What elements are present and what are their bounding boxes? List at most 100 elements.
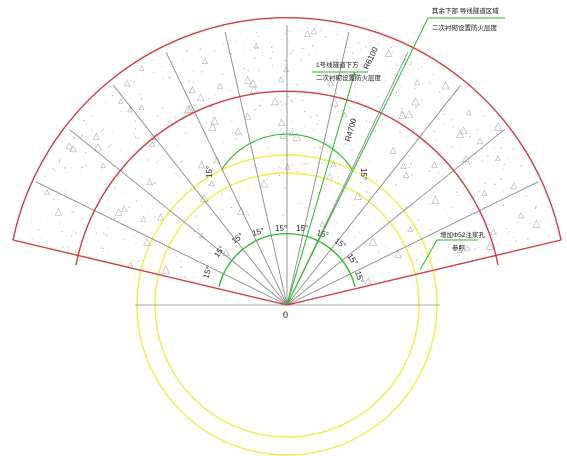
hatch-dot [173, 246, 175, 248]
hatch-dot [98, 197, 100, 198]
hatch-dot [461, 235, 463, 237]
hatch-dot [161, 66, 163, 68]
hatch-dot [414, 87, 416, 89]
hatch-dot [485, 252, 487, 254]
hatch-dot [316, 123, 318, 126]
hatch-dot [222, 142, 224, 144]
hatch-dot [452, 146, 454, 148]
hatch-dot [436, 140, 437, 142]
hatch-dot [249, 50, 251, 52]
hatch-dot [417, 67, 419, 69]
hatch-dot [416, 191, 418, 193]
hatch-dot [95, 232, 98, 234]
hatch-dot [101, 254, 103, 256]
hatch-dot [432, 74, 434, 75]
angle-label: 15° [230, 231, 245, 245]
hatch-dot [270, 29, 272, 30]
hatch-dot [256, 167, 258, 169]
hatch-triangle [481, 189, 488, 196]
hatch-dot [219, 118, 221, 120]
hatch-dot [536, 189, 538, 191]
hatch-dot [278, 166, 280, 168]
hatch-dot [249, 135, 251, 137]
hatch-dot [244, 178, 246, 180]
hatch-dot [284, 33, 287, 35]
hatch-dot [256, 46, 258, 48]
radial-lines [35, 25, 539, 306]
hatch-dot [65, 248, 67, 250]
hatch-dot [135, 136, 137, 137]
hatch-triangle [54, 208, 63, 216]
hatch-dot [357, 42, 360, 44]
hatch-triangle [253, 43, 259, 49]
hatch-dot [168, 121, 170, 123]
hatch-dot [292, 127, 294, 130]
hatch-triangle [431, 161, 438, 168]
radial-line [286, 128, 506, 306]
hatch-dot [437, 259, 439, 261]
hatch-dot [180, 160, 182, 163]
hatch-dot [112, 129, 113, 131]
hatch-dot [30, 234, 32, 235]
hatch-dot [146, 134, 148, 136]
hatch-dot [447, 148, 449, 150]
hatch-dot [133, 80, 135, 83]
hatch-dot [520, 165, 523, 167]
hatch-dot [338, 164, 340, 166]
hatch-dot [342, 138, 344, 140]
hatch-dot [196, 174, 197, 176]
radial-line [113, 85, 288, 306]
hatch-dot [215, 94, 217, 96]
hatch-dot [299, 225, 301, 227]
hatch-triangle [385, 49, 393, 57]
hatch-dot [261, 99, 263, 101]
annotation-right-line1: 增加Φ52注浆孔 [440, 230, 485, 239]
hatch-dot [460, 149, 462, 151]
hatch-dot [349, 35, 351, 38]
hatch-dot [85, 122, 87, 124]
hatch-dot [229, 89, 231, 91]
hatch-dot [283, 76, 285, 78]
hatch-dot [67, 247, 70, 249]
hatch-dot [464, 178, 466, 180]
hatch-triangle [127, 261, 134, 268]
hatch-dot [30, 221, 32, 223]
hatch-dot [93, 195, 95, 197]
hatch-dot [133, 235, 135, 237]
angle-label: 15° [201, 265, 213, 279]
hatch-dot [266, 178, 268, 181]
hatch-triangle [139, 65, 145, 71]
hatch-triangle [431, 195, 440, 204]
hatch-dot [85, 253, 87, 255]
hatch-dot [238, 85, 240, 87]
hatch-dot [378, 107, 380, 109]
hatch-dot [184, 276, 186, 278]
hatch-dot [58, 159, 61, 161]
hatch-triangle [127, 106, 133, 113]
hatch-triangle [161, 265, 170, 275]
hatch-dot [287, 95, 289, 98]
hatch-dot [84, 151, 87, 154]
hatch-triangle [210, 116, 219, 125]
hatch-dot [477, 144, 479, 146]
hatch-dot [242, 149, 244, 151]
hatch-dot [374, 130, 377, 132]
hatch-dot [147, 209, 149, 211]
hatch-dot [458, 237, 460, 240]
hatch-dot [161, 106, 163, 108]
hatch-triangle [202, 57, 209, 64]
hatch-dot [126, 252, 128, 253]
hatch-dot [356, 116, 358, 118]
hatch-dot [296, 83, 298, 86]
hatch-dot [222, 43, 224, 46]
hatch-dot [203, 135, 205, 137]
hatch-dot [63, 167, 66, 169]
hatch-dot [243, 67, 245, 70]
hatch-triangle [208, 122, 217, 131]
radial-line [35, 181, 288, 306]
hatch-dot [291, 100, 294, 102]
hatch-dot [78, 170, 80, 172]
hatch-dot [478, 198, 479, 200]
hatch-dot [465, 132, 468, 134]
hatch-dot [280, 101, 282, 103]
